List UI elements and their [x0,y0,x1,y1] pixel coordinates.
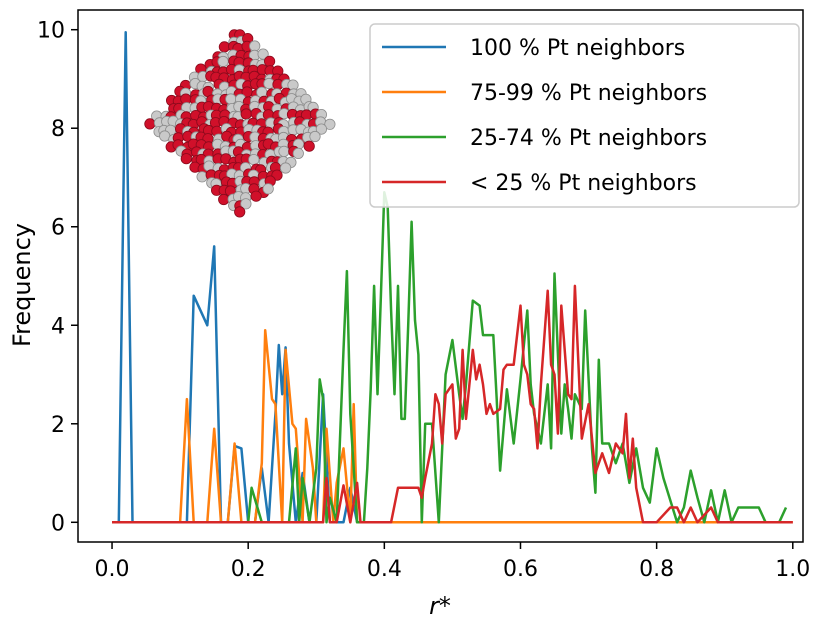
platinum-atom [324,118,336,130]
platinum-atom [240,198,252,210]
oxygen-atom [144,118,156,130]
oxygen-atom [303,140,315,152]
x-tick-label: 1.0 [775,557,810,582]
platinum-atom [249,40,261,52]
legend-label: 75-99 % Pt neighbors [470,81,707,106]
x-axis-ticks: 0.0 0.2 0.4 0.6 0.8 1.0 [95,542,810,582]
nanoparticle-inset [144,29,336,218]
legend-label: 100 % Pt neighbors [470,36,685,61]
platinum-atom [309,130,321,143]
x-tick-label: 0.6 [503,557,538,582]
oxygen-atom [263,55,276,67]
y-tick-label: 6 [51,216,65,241]
legend-label: < 25 % Pt neighbors [470,171,697,196]
platinum-atom [278,145,290,157]
y-tick-label: 8 [51,117,65,142]
legend-box [369,23,800,208]
series-layer [112,30,793,524]
platinum-atom [315,123,327,135]
platinum-atom [217,55,229,68]
y-tick-label: 0 [51,511,65,536]
x-tick-label: 0.2 [231,557,266,582]
y-axis-label: Frequency [8,223,36,347]
oxygen-atom [180,153,192,165]
oxygen-atom [218,193,230,206]
oxygen-atom [234,206,246,218]
legend-label: 25-74 % Pt neighbors [470,126,707,151]
platinum-atom [257,48,269,60]
oxygen-atom [240,108,252,120]
y-tick-label: 2 [51,413,65,438]
platinum-atom [225,93,237,105]
series-line-2 [112,328,793,524]
platinum-atom [248,154,260,166]
platinum-atom [262,183,274,195]
plot-frame [77,9,804,543]
oxygen-atom [218,41,230,53]
platinum-atom [292,147,304,159]
platinum-atom [279,162,292,174]
series-line-4 [112,284,793,524]
x-tick-label: 0.8 [639,557,674,582]
legend: 100 % Pt neighbors 75-99 % Pt neighbors 25… [369,23,800,208]
platinum-atom [196,171,208,183]
y-tick-label: 4 [51,314,65,339]
x-axis-label: r* [429,592,451,620]
x-tick-label: 0.0 [95,557,130,582]
y-tick-label: 10 [37,19,65,44]
oxygen-atom [250,190,262,202]
y-axis-ticks: 0 2 4 6 8 10 [37,19,78,536]
series-line-3 [112,191,788,524]
x-tick-label: 0.4 [367,557,402,582]
